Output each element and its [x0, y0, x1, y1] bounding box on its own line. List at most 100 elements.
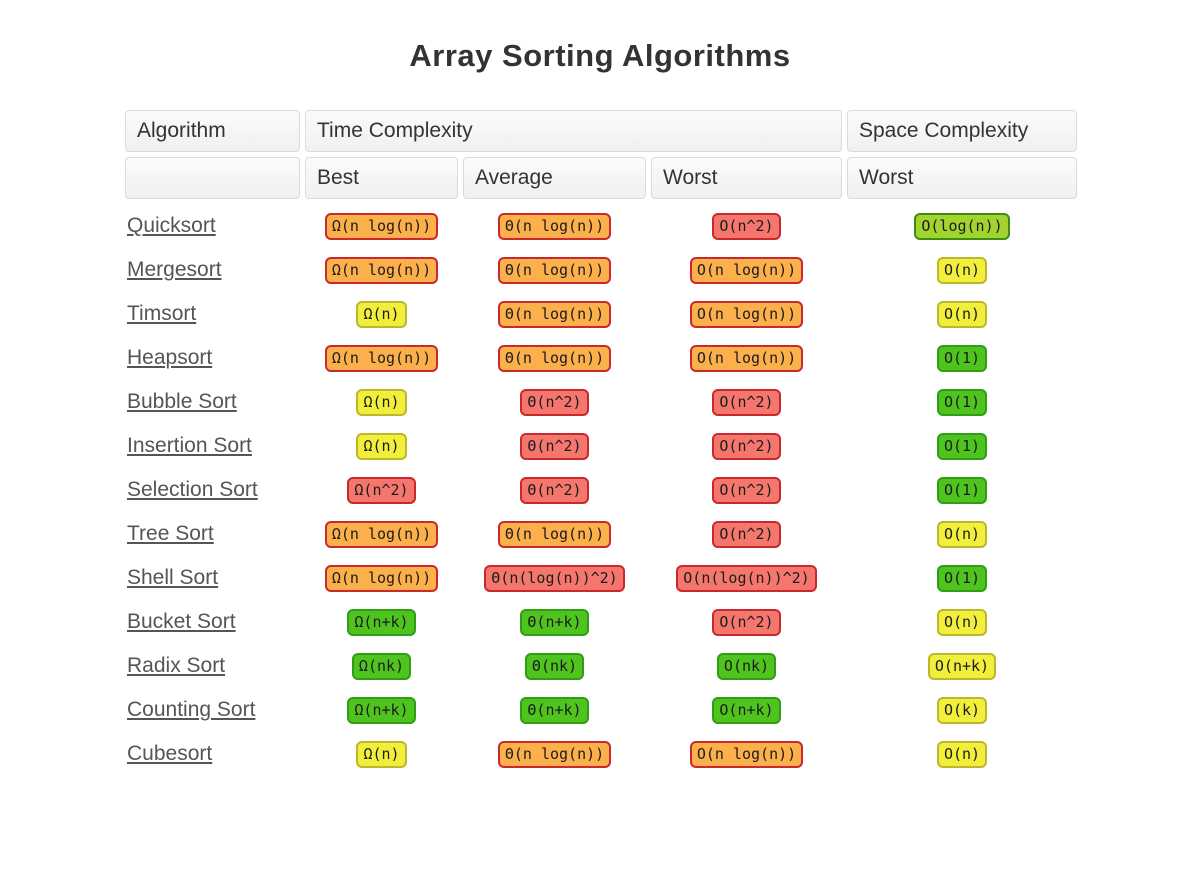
complexity-badge: O(k) — [936, 696, 988, 724]
average-cell: Θ(n+k) — [463, 608, 646, 636]
space-worst-cell: O(n) — [847, 520, 1077, 548]
average-cell: Θ(nk) — [463, 652, 646, 680]
algorithm-link[interactable]: Tree Sort — [127, 522, 214, 545]
complexity-badge: Ω(n) — [356, 740, 407, 768]
complexity-badge: Ω(n log(n)) — [324, 212, 439, 240]
complexity-badge: O(n^2) — [712, 212, 781, 240]
complexity-badge: Ω(n+k) — [347, 696, 416, 724]
best-cell: Ω(n log(n)) — [305, 520, 458, 548]
algorithm-link[interactable]: Counting Sort — [127, 698, 256, 721]
complexity-badge: O(1) — [936, 432, 988, 460]
best-cell: Ω(n log(n)) — [305, 212, 458, 240]
complexity-badge: O(n+k) — [927, 652, 997, 680]
table-row: Radix Sort Ω(nk) Θ(nk) O(nk) O(n+k) — [125, 644, 1077, 688]
complexity-badge: O(nk) — [716, 652, 777, 680]
space-worst-cell: O(log(n)) — [847, 212, 1077, 240]
table-row: Shell Sort Ω(n log(n)) Θ(n(log(n))^2) O(n(l… — [125, 556, 1077, 600]
header-space-complexity: Space Complexity — [847, 110, 1077, 152]
best-cell: Ω(n log(n)) — [305, 344, 458, 372]
best-cell: Ω(n^2) — [305, 476, 458, 504]
complexity-badge: Θ(n log(n)) — [497, 212, 612, 240]
complexity-badge: O(log(n)) — [914, 212, 1010, 240]
algorithm-cell: Bubble Sort — [125, 390, 300, 414]
worst-cell: O(n+k) — [651, 696, 842, 724]
space-worst-cell: O(n) — [847, 608, 1077, 636]
complexity-badge: O(n) — [936, 520, 988, 548]
table-row: Bubble Sort Ω(n) Θ(n^2) O(n^2) O(1) — [125, 380, 1077, 424]
algorithm-cell: Heapsort — [125, 346, 300, 370]
worst-cell: O(n(log(n))^2) — [651, 564, 842, 592]
algorithm-link[interactable]: Quicksort — [127, 214, 216, 237]
complexity-badge: O(n log(n)) — [689, 300, 804, 328]
table-row: Bucket Sort Ω(n+k) Θ(n+k) O(n^2) O(n) — [125, 600, 1077, 644]
complexity-badge: O(n log(n)) — [689, 256, 804, 284]
header-time-complexity: Time Complexity — [305, 110, 842, 152]
space-worst-cell: O(n) — [847, 300, 1077, 328]
complexity-badge: Ω(n log(n)) — [324, 256, 439, 284]
algorithm-link[interactable]: Radix Sort — [127, 654, 226, 677]
algorithm-link[interactable]: Timsort — [127, 302, 197, 325]
algorithm-cell: Selection Sort — [125, 478, 300, 502]
complexity-badge: Ω(n log(n)) — [324, 564, 439, 592]
complexity-badge: Θ(n+k) — [520, 608, 589, 636]
complexity-badge: Ω(n log(n)) — [324, 344, 439, 372]
algorithm-link[interactable]: Insertion Sort — [127, 434, 252, 457]
algorithm-cell: Counting Sort — [125, 698, 300, 722]
worst-cell: O(n^2) — [651, 388, 842, 416]
complexity-badge: O(n) — [936, 740, 988, 768]
complexity-badge: Ω(n log(n)) — [324, 520, 439, 548]
worst-cell: O(n^2) — [651, 432, 842, 460]
best-cell: Ω(n+k) — [305, 608, 458, 636]
complexity-badge: O(n) — [936, 256, 988, 284]
algorithm-cell: Bucket Sort — [125, 610, 300, 634]
algorithm-cell: Timsort — [125, 302, 300, 326]
header-empty-cell — [125, 157, 300, 199]
best-cell: Ω(nk) — [305, 652, 458, 680]
complexity-badge: Θ(nk) — [524, 652, 585, 680]
complexity-badge: Θ(n log(n)) — [497, 256, 612, 284]
complexity-badge: Θ(n log(n)) — [497, 740, 612, 768]
algorithm-link[interactable]: Heapsort — [127, 346, 213, 369]
table-row: Tree Sort Ω(n log(n)) Θ(n log(n)) O(n^2) O(n… — [125, 512, 1077, 556]
sorting-algorithms-table: Algorithm Time Complexity Space Complexi… — [125, 110, 1077, 776]
complexity-badge: Θ(n log(n)) — [497, 300, 612, 328]
average-cell: Θ(n log(n)) — [463, 344, 646, 372]
complexity-badge: Θ(n^2) — [520, 476, 589, 504]
average-cell: Θ(n(log(n))^2) — [463, 564, 646, 592]
table-header-row-1: Algorithm Time Complexity Space Complexi… — [125, 110, 1077, 152]
best-cell: Ω(n+k) — [305, 696, 458, 724]
algorithm-link[interactable]: Cubesort — [127, 742, 213, 765]
average-cell: Θ(n^2) — [463, 476, 646, 504]
algorithm-cell: Mergesort — [125, 258, 300, 282]
complexity-badge: Θ(n+k) — [520, 696, 589, 724]
complexity-badge: Θ(n^2) — [520, 432, 589, 460]
algorithm-link[interactable]: Selection Sort — [127, 478, 258, 501]
page-title: Array Sorting Algorithms — [409, 38, 791, 73]
algorithm-cell: Shell Sort — [125, 566, 300, 590]
complexity-badge: O(n^2) — [712, 476, 781, 504]
complexity-badge: Ω(n^2) — [347, 476, 416, 504]
best-cell: Ω(n log(n)) — [305, 564, 458, 592]
space-worst-cell: O(1) — [847, 476, 1077, 504]
algorithm-link[interactable]: Bubble Sort — [127, 390, 237, 413]
worst-cell: O(n^2) — [651, 476, 842, 504]
space-worst-cell: O(1) — [847, 344, 1077, 372]
worst-cell: O(n log(n)) — [651, 344, 842, 372]
space-worst-cell: O(k) — [847, 696, 1077, 724]
space-worst-cell: O(1) — [847, 564, 1077, 592]
complexity-badge: O(n+k) — [712, 696, 781, 724]
algorithm-link[interactable]: Mergesort — [127, 258, 222, 281]
complexity-badge: Θ(n(log(n))^2) — [484, 564, 625, 592]
space-worst-cell: O(n) — [847, 256, 1077, 284]
worst-cell: O(n log(n)) — [651, 256, 842, 284]
worst-cell: O(n log(n)) — [651, 740, 842, 768]
complexity-badge: Θ(n^2) — [520, 388, 589, 416]
complexity-badge: O(n(log(n))^2) — [676, 564, 817, 592]
table-row: Quicksort Ω(n log(n)) Θ(n log(n)) O(n^2) O(l… — [125, 204, 1077, 248]
complexity-badge: O(n^2) — [712, 388, 781, 416]
worst-cell: O(n log(n)) — [651, 300, 842, 328]
algorithm-link[interactable]: Bucket Sort — [127, 610, 236, 633]
table-row: Cubesort Ω(n) Θ(n log(n)) O(n log(n)) O(n) — [125, 732, 1077, 776]
best-cell: Ω(n) — [305, 300, 458, 328]
algorithm-link[interactable]: Shell Sort — [127, 566, 219, 589]
